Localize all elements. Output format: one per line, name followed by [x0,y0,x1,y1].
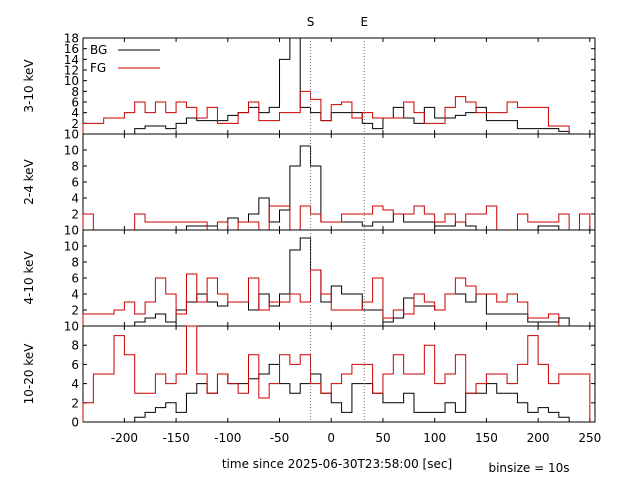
y-tick-label: 16 [64,42,79,56]
x-tick-label: 250 [578,431,601,445]
y-axis-label: 3-10 keV [22,59,36,113]
marker-label-e: E [361,15,369,29]
series-bg [83,237,590,327]
y-tick-label: 18 [64,32,79,46]
y-tick-label: 2 [71,117,79,131]
legend-label-fg: FG [90,61,106,75]
y-tick-label: 2 [71,304,79,318]
y-tick-label: 4 [71,106,79,120]
binsize-label: binsize = 10s [488,461,569,475]
x-tick-label: 50 [375,431,390,445]
x-tick-label: -150 [162,431,189,445]
y-tick-label: 10 [64,240,79,254]
x-tick-label: -50 [270,431,290,445]
series-fg [82,90,590,135]
series-bg [83,145,590,231]
y-axis-label: 2-4 keV [22,158,36,204]
panel-3: 10 2 4 6 8 10 4-10 keV [22,229,596,334]
y-tick-label: 6 [71,96,79,110]
y-tick-label: 4 [71,288,79,302]
y-tick-label: 10 [64,74,79,88]
y-tick-label: 10 [64,128,79,142]
series-bg [83,37,590,135]
y-axis-label: 4-10 keV [22,251,36,305]
x-tick-label: -100 [214,431,241,445]
y-axis-label: 10-20 keV [22,343,36,405]
y-tick-label: 8 [71,85,79,99]
y-tick-label: 6 [71,358,79,372]
series-fg [82,269,590,327]
y-tick-label: 10 [64,224,79,238]
series-bg [83,363,590,423]
y-tick-label: 0 [71,416,79,430]
series-fg [82,325,591,422]
y-tick-label: 14 [64,53,79,67]
marker-label-s: S [307,15,315,29]
y-tick-label: 2 [71,396,79,410]
y-tick-label: 8 [71,160,79,174]
panel-2: 10 2 4 6 8 10 2-4 keV [22,133,596,238]
y-tick-label: 8 [71,256,79,270]
panel-4: 0 2 4 6 8 10-20 keV -200 -150 -100 -50 0 50 100 150 20… [22,325,601,445]
y-tick-label: 6 [71,272,79,286]
x-axis-label: time since 2025-06-30T23:58:00 [sec] [222,457,452,471]
x-tick-label: -200 [111,431,138,445]
x-tick-label: 200 [527,431,550,445]
y-tick-label: 4 [71,192,79,206]
x-tick-label: 0 [327,431,335,445]
series-fg [82,205,591,231]
x-tick-label: 150 [475,431,498,445]
y-tick-label: 10 [64,144,79,158]
legend: BG FG [90,43,160,75]
y-tick-label: 10 [64,320,79,334]
panel-frame [82,325,596,423]
x-tick-label: 100 [423,431,446,445]
legend-label-bg: BG [90,43,107,57]
y-tick-label: 6 [71,176,79,190]
panel-frame [82,133,596,231]
y-tick-label: 8 [71,339,79,353]
y-tick-label: 4 [71,377,79,391]
y-tick-label: 12 [64,64,79,78]
y-tick-label: 2 [71,208,79,222]
panel-frame [82,37,596,135]
